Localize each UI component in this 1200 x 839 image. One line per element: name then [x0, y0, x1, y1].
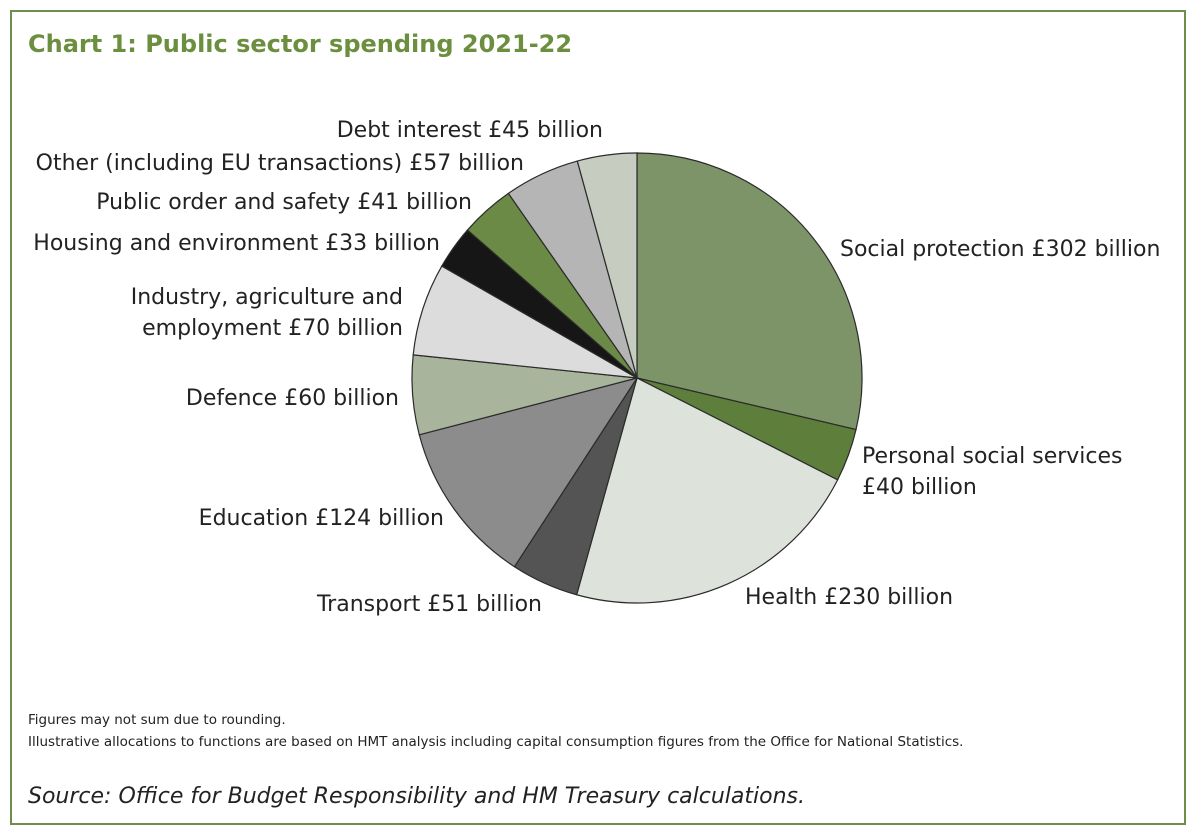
slice-label-defence: Defence £60 billion	[186, 386, 399, 411]
slice-label-transport: Transport £51 billion	[316, 592, 542, 617]
rounding-note: Figures may not sum due to rounding.	[28, 712, 286, 728]
slice-label-education: Education £124 billion	[199, 506, 444, 531]
pie-slice-education	[418, 377, 639, 568]
slice-label-personal-social-services: Personal social services £40 billion	[862, 444, 1123, 500]
pie-slices	[411, 152, 863, 604]
slice-label-debt-interest: Debt interest £45 billion	[337, 118, 603, 143]
slice-label-other-including-eu-transactions: Other (including EU transactions) £57 bi…	[36, 151, 524, 176]
slice-label-public-order-and-safety: Public order and safety £41 billion	[96, 190, 472, 215]
source-note: Source: Office for Budget Responsibility…	[28, 784, 805, 809]
pie-slice-health	[575, 377, 839, 604]
slice-label-health: Health £230 billion	[745, 585, 953, 610]
pie-labels: Social protection £302 billion Personal s…	[33, 118, 1160, 617]
slice-label-social-protection: Social protection £302 billion	[840, 237, 1160, 262]
pie-slice-social-protection	[636, 152, 863, 431]
chart-title: Chart 1: Public sector spending 2021-22	[28, 30, 573, 58]
pie-slice-debt-interest	[576, 152, 638, 379]
allocation-note: Illustrative allocations to functions ar…	[28, 734, 964, 750]
slice-label-industry-agriculture-and-employment: Industry, agriculture and employment £70 …	[131, 285, 403, 341]
slice-label-housing-and-environment: Housing and environment £33 billion	[33, 231, 440, 256]
chart-frame	[10, 10, 1186, 825]
